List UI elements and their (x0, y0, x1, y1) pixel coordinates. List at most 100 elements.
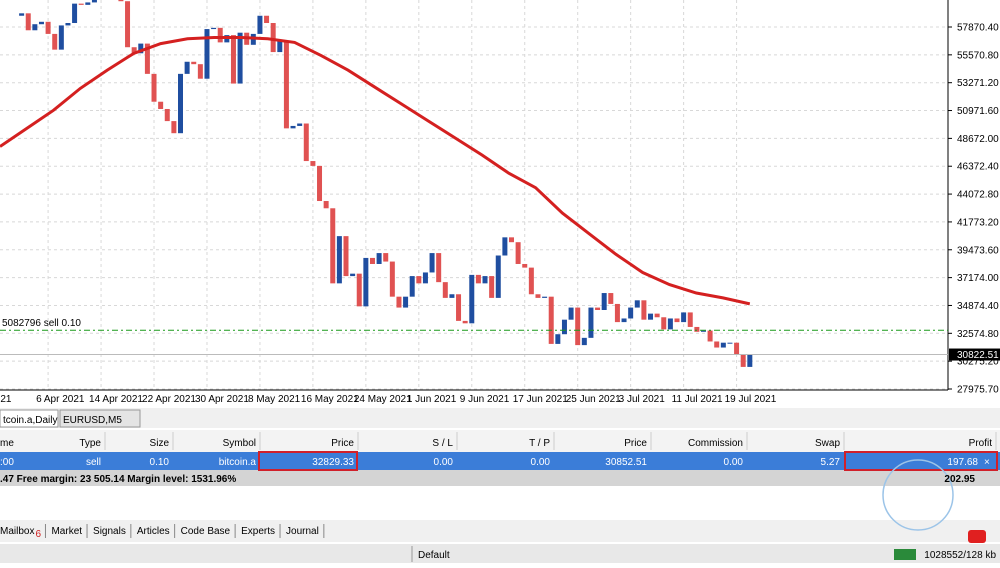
candle (734, 342, 740, 355)
cell: :00 (0, 457, 14, 468)
candle (495, 255, 501, 298)
candle (515, 242, 521, 264)
candle (502, 237, 508, 256)
x-tick-label: 16 May 2021 (301, 394, 359, 405)
status-profile: Default (418, 550, 450, 561)
x-tick-label: 8 May 2021 (248, 394, 301, 405)
candle (283, 41, 289, 129)
y-tick-label: 41773.20 (957, 217, 999, 228)
cell: sell (86, 457, 101, 468)
cell: 0.10 (150, 457, 170, 468)
y-tick-label: 27975.70 (957, 385, 999, 396)
candle (350, 273, 356, 277)
bottom-tab[interactable]: Journal (286, 526, 319, 537)
candle (230, 35, 236, 84)
candle (601, 293, 607, 310)
candle (535, 294, 541, 298)
selected-row[interactable] (0, 452, 1000, 470)
bottom-tab[interactable]: Signals (93, 526, 126, 537)
cell: 0.00 (434, 457, 454, 468)
candle (343, 236, 349, 277)
chart-tab[interactable] (59, 409, 141, 428)
x-tick-label: 1 Jun 2021 (407, 394, 457, 405)
candle (628, 307, 634, 319)
candle (654, 313, 660, 318)
candle (91, 0, 97, 3)
x-tick-label: 19 Jul 2021 (725, 394, 777, 405)
candle (522, 263, 528, 268)
candle (58, 25, 64, 50)
column-header: Profit (969, 438, 993, 449)
candle (19, 13, 25, 16)
summary-total: 202.95 (944, 474, 975, 485)
highlight-profit (844, 451, 998, 471)
tab-bar (0, 408, 1000, 428)
traffic-icon (894, 549, 916, 560)
candle (700, 330, 706, 332)
candle (747, 354, 753, 367)
x-tick-label: 9 Jun 2021 (460, 394, 510, 405)
chart-tab[interactable] (0, 409, 59, 428)
moving-average (0, 36, 751, 306)
bottom-tab[interactable]: Articles (137, 526, 170, 537)
candle (25, 13, 31, 31)
candle (52, 33, 58, 50)
column-header: me (0, 438, 14, 449)
close-button[interactable]: × (984, 457, 990, 468)
candle (608, 293, 614, 304)
candle (131, 47, 137, 54)
candle (462, 320, 468, 324)
youtube-icon (968, 530, 986, 543)
candle (277, 41, 283, 53)
cell: bitcoin.a (219, 457, 257, 468)
candle (78, 3, 84, 5)
bottom-tab[interactable]: Market (51, 526, 82, 537)
candle (442, 282, 448, 298)
x-tick-label: 24 May 2021 (354, 394, 412, 405)
column-header: T / P (529, 438, 550, 449)
candle (396, 296, 402, 308)
y-tick-label: 53271.20 (957, 78, 999, 89)
candle (317, 165, 323, 202)
bottom-tab[interactable]: Mailbox (0, 526, 34, 537)
watermark-globe (882, 459, 954, 531)
column-header: Symbol (223, 438, 256, 449)
column-header: Size (150, 438, 170, 449)
candle (548, 296, 554, 344)
candle (482, 276, 488, 284)
candle (171, 121, 177, 134)
candle (184, 61, 190, 74)
candle (707, 330, 713, 342)
bid-box (949, 348, 1000, 361)
candle (561, 319, 567, 335)
plot (0, 0, 948, 367)
cell: 30852.51 (605, 457, 647, 468)
candle (456, 294, 462, 321)
x-tick-label: 22 Apr 2021 (142, 394, 196, 405)
candle (648, 313, 654, 320)
bottom-tab[interactable]: Code Base (181, 526, 231, 537)
candle (436, 253, 442, 283)
cell: 32829.33 (312, 457, 354, 468)
y-tick-label: 32574.80 (957, 329, 999, 340)
candle (118, 0, 124, 2)
candle (667, 318, 673, 330)
candle (376, 253, 382, 264)
candle (237, 32, 243, 84)
candle (191, 61, 197, 65)
candle (323, 201, 329, 209)
x-tick-label: 30 Apr 2021 (195, 394, 249, 405)
candle (303, 123, 309, 162)
candle (403, 296, 409, 308)
candle (475, 274, 481, 284)
column-header: Price (624, 438, 647, 449)
candle (389, 261, 395, 297)
candle (264, 15, 270, 24)
candle (138, 43, 144, 54)
x-tick-label: 6 Apr 2021 (36, 394, 85, 405)
candle (714, 341, 720, 348)
candle (694, 326, 700, 332)
bottom-tab[interactable]: Experts (241, 526, 275, 537)
candle (336, 236, 342, 284)
candle (164, 108, 170, 122)
